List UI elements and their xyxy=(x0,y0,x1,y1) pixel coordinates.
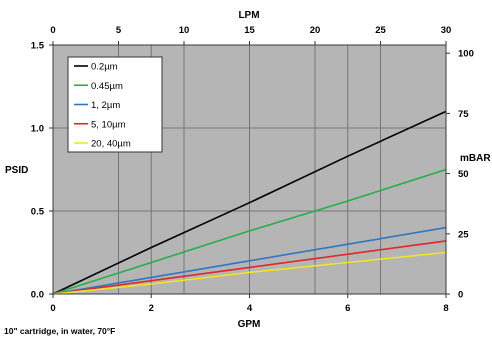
left-axis-title: PSID xyxy=(5,165,28,176)
x-tick-label: 4 xyxy=(247,303,253,314)
series-line-1 xyxy=(52,110,447,295)
y-tick-label: 0.5 xyxy=(31,207,45,218)
series-line-2 xyxy=(52,168,447,295)
x2-tick-label: 15 xyxy=(244,25,255,36)
legend: 0.2µm 0.45µm 1, 2µm 5, 10µm 20, 40µm xyxy=(67,56,163,153)
legend-item: 20, 40µm xyxy=(74,139,131,150)
y-tick-label: 0.0 xyxy=(31,290,44,301)
legend-label: 20, 40µm xyxy=(91,139,131,150)
x2-tick-label: 10 xyxy=(179,25,190,36)
bottom-axis-title: GPM xyxy=(238,319,261,330)
x-tick-label: 6 xyxy=(345,303,350,314)
y2-tick-label: 75 xyxy=(458,109,469,120)
legend-label: 1, 2µm xyxy=(91,100,120,111)
legend-label: 0.2µm xyxy=(91,62,118,73)
legend-item: 0.45µm xyxy=(74,81,123,92)
series-lines xyxy=(52,110,447,295)
y2-tick-label: 25 xyxy=(458,229,469,240)
x-tick-label: 2 xyxy=(149,303,154,314)
legend-label: 0.45µm xyxy=(91,81,123,92)
chart-footnote: 10" cartridge, in water, 70°F xyxy=(4,326,115,336)
series-line-3 xyxy=(52,226,447,295)
gridlines xyxy=(53,45,446,294)
series-line-4 xyxy=(52,240,447,295)
series-line-5 xyxy=(52,251,447,295)
legend-item: 0.2µm xyxy=(74,62,118,73)
x2-tick-label: 25 xyxy=(375,25,386,36)
y2-tick-label: 100 xyxy=(458,49,474,60)
y-tick-label: 1.0 xyxy=(31,124,44,135)
legend-item: 1, 2µm xyxy=(74,100,120,111)
y-tick-label: 1.5 xyxy=(31,41,45,52)
legend-item: 5, 10µm xyxy=(74,119,126,130)
right-axis-title: mBAR xyxy=(460,153,491,164)
x-tick-label: 0 xyxy=(50,303,55,314)
top-axis-title: LPM xyxy=(238,10,259,21)
x2-tick-label: 5 xyxy=(116,25,122,36)
x2-tick-label: 30 xyxy=(441,25,452,36)
y2-tick-label: 50 xyxy=(458,169,469,180)
legend-label: 5, 10µm xyxy=(91,119,126,130)
x-tick-label: 8 xyxy=(443,303,448,314)
y2-tick-label: 0 xyxy=(458,290,463,301)
x2-tick-label: 0 xyxy=(50,25,55,36)
x2-tick-label: 20 xyxy=(310,25,321,36)
